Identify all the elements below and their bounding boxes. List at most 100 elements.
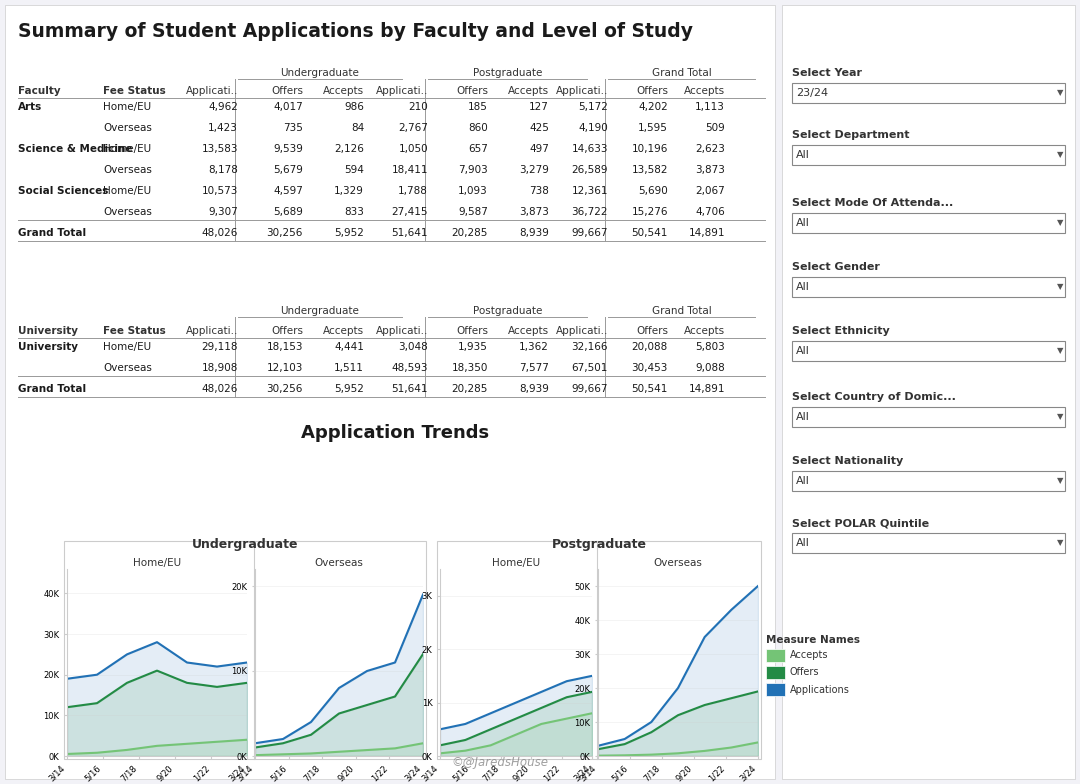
Text: 1,595: 1,595	[638, 123, 669, 133]
Text: ▼: ▼	[1057, 219, 1064, 227]
Text: Fee Status: Fee Status	[103, 326, 165, 336]
Text: Accepts: Accepts	[323, 326, 364, 336]
Bar	[792, 407, 1065, 427]
Text: 9,587: 9,587	[458, 207, 488, 217]
Text: 51,641: 51,641	[391, 384, 428, 394]
Text: 1,511: 1,511	[334, 363, 364, 373]
Text: 12,103: 12,103	[267, 363, 303, 373]
Text: All: All	[796, 218, 810, 228]
Text: 1,788: 1,788	[399, 186, 428, 196]
Text: Offers: Offers	[636, 326, 669, 336]
Text: 23/24: 23/24	[796, 88, 828, 98]
Text: 48,593: 48,593	[391, 363, 428, 373]
Text: 9,088: 9,088	[696, 363, 725, 373]
Text: Grand Total: Grand Total	[651, 306, 712, 316]
Text: University: University	[18, 326, 78, 336]
Text: 18,908: 18,908	[202, 363, 238, 373]
Title: Overseas: Overseas	[314, 558, 364, 568]
Text: Social Sciences: Social Sciences	[18, 186, 108, 196]
Text: Applicati..: Applicati..	[186, 326, 238, 336]
Text: 1,050: 1,050	[399, 144, 428, 154]
Text: Select Gender: Select Gender	[792, 262, 880, 272]
Text: 51,641: 51,641	[391, 228, 428, 238]
Text: 36,722: 36,722	[571, 207, 608, 217]
Text: 4,202: 4,202	[638, 102, 669, 112]
Text: 5,952: 5,952	[334, 384, 364, 394]
Text: All: All	[796, 538, 810, 548]
Text: 99,667: 99,667	[571, 228, 608, 238]
Text: 127: 127	[529, 102, 549, 112]
Bar	[782, 5, 1075, 779]
Text: 50,541: 50,541	[632, 384, 669, 394]
Text: Applications: Applications	[789, 684, 850, 695]
Text: ▼: ▼	[1057, 477, 1064, 485]
Title: Overseas: Overseas	[653, 558, 702, 568]
Text: 833: 833	[345, 207, 364, 217]
Text: Overseas: Overseas	[103, 207, 152, 217]
Text: University: University	[18, 342, 78, 352]
Text: Accepts: Accepts	[684, 86, 725, 96]
Text: 425: 425	[529, 123, 549, 133]
Text: Applicati..: Applicati..	[555, 86, 608, 96]
Text: 497: 497	[529, 144, 549, 154]
Title: Home/EU: Home/EU	[133, 558, 181, 568]
Text: 657: 657	[468, 144, 488, 154]
Text: 30,256: 30,256	[267, 228, 303, 238]
Text: 4,441: 4,441	[334, 342, 364, 352]
Text: 509: 509	[705, 123, 725, 133]
Text: 27,415: 27,415	[391, 207, 428, 217]
Text: Science & Medicine: Science & Medicine	[18, 144, 133, 154]
Text: Offers: Offers	[636, 86, 669, 96]
Text: 7,577: 7,577	[519, 363, 549, 373]
Text: Select Mode Of Attenda...: Select Mode Of Attenda...	[792, 198, 954, 208]
Text: ▼: ▼	[1057, 412, 1064, 422]
Text: Select Country of Domic...: Select Country of Domic...	[792, 392, 956, 402]
Text: 13,583: 13,583	[202, 144, 238, 154]
Text: ▼: ▼	[1057, 151, 1064, 159]
Text: Offers: Offers	[271, 326, 303, 336]
Text: 5,172: 5,172	[578, 102, 608, 112]
Bar	[64, 541, 426, 759]
Text: 5,803: 5,803	[696, 342, 725, 352]
Text: Postgraduate: Postgraduate	[473, 68, 542, 78]
Text: 8,178: 8,178	[208, 165, 238, 175]
Text: 50,541: 50,541	[632, 228, 669, 238]
Bar	[792, 471, 1065, 491]
Text: 9,539: 9,539	[273, 144, 303, 154]
Text: 3,873: 3,873	[696, 165, 725, 175]
Text: 67,501: 67,501	[571, 363, 608, 373]
Text: Accepts: Accepts	[789, 650, 828, 660]
Text: 20,088: 20,088	[632, 342, 669, 352]
Text: 1,329: 1,329	[334, 186, 364, 196]
Bar	[792, 83, 1065, 103]
Text: Undergraduate: Undergraduate	[192, 538, 298, 551]
Text: 4,597: 4,597	[273, 186, 303, 196]
Text: Applicati..: Applicati..	[555, 326, 608, 336]
Title: Home/EU: Home/EU	[491, 558, 540, 568]
Text: Undergraduate: Undergraduate	[281, 306, 360, 316]
Text: 1,935: 1,935	[458, 342, 488, 352]
Text: Accepts: Accepts	[684, 326, 725, 336]
Text: 30,453: 30,453	[632, 363, 669, 373]
Text: ©@JaredsHouse: ©@JaredsHouse	[451, 756, 549, 769]
Bar	[792, 145, 1065, 165]
Text: Select POLAR Quintile: Select POLAR Quintile	[792, 518, 929, 528]
Text: Arts: Arts	[18, 102, 42, 112]
Bar	[792, 277, 1065, 297]
Text: 2,067: 2,067	[696, 186, 725, 196]
Text: Offers: Offers	[456, 326, 488, 336]
Text: 18,153: 18,153	[267, 342, 303, 352]
Text: Offers: Offers	[789, 667, 820, 677]
Text: 8,939: 8,939	[519, 384, 549, 394]
Text: 735: 735	[283, 123, 303, 133]
Text: Accepts: Accepts	[508, 86, 549, 96]
Text: 15,276: 15,276	[632, 207, 669, 217]
Text: 3,279: 3,279	[519, 165, 549, 175]
Text: 8,939: 8,939	[519, 228, 549, 238]
Text: 738: 738	[529, 186, 549, 196]
Text: 10,573: 10,573	[202, 186, 238, 196]
Text: 2,126: 2,126	[334, 144, 364, 154]
Text: ▼: ▼	[1057, 282, 1064, 292]
Text: Offers: Offers	[456, 86, 488, 96]
Text: 26,589: 26,589	[571, 165, 608, 175]
